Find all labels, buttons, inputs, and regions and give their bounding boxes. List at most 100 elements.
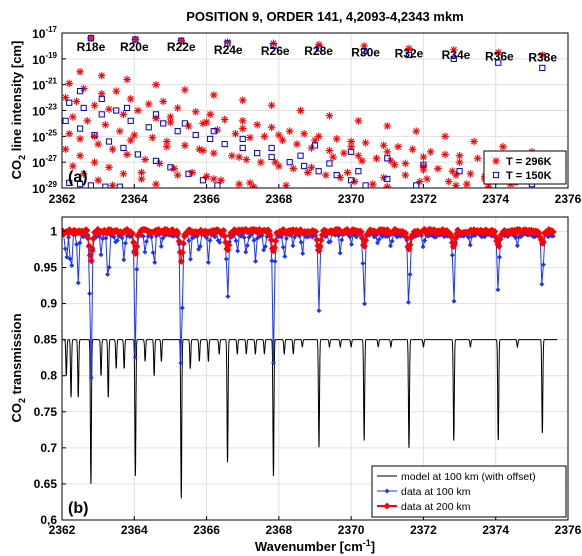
x-tick-label: 2370 xyxy=(338,523,365,537)
y-tick-label: 10-21 xyxy=(32,77,57,93)
data-point xyxy=(270,42,277,50)
data-point xyxy=(332,135,341,143)
data-point xyxy=(77,240,83,246)
data-point xyxy=(357,228,365,236)
data-point xyxy=(539,281,545,287)
data-point xyxy=(426,148,435,156)
legend-marker xyxy=(384,488,390,494)
data-point xyxy=(450,55,457,62)
data-point xyxy=(104,271,111,277)
data-point xyxy=(150,250,156,256)
data-point xyxy=(360,42,368,50)
data-point xyxy=(235,153,243,161)
x-tick-label: 2364 xyxy=(121,523,148,537)
data-point xyxy=(361,47,368,55)
data-point xyxy=(317,236,325,244)
x-tick-label: 2368 xyxy=(266,523,293,537)
data-point xyxy=(387,243,394,249)
data-point xyxy=(416,177,424,186)
data-point xyxy=(76,88,84,95)
model-line xyxy=(62,339,558,499)
y-tick-label: 10-19 xyxy=(32,51,57,67)
data-point xyxy=(451,298,457,304)
data-point xyxy=(105,138,113,145)
annotation-label: R28e xyxy=(304,44,333,58)
x-tick-label: 2366 xyxy=(193,523,220,537)
data-point xyxy=(403,234,411,242)
y-tick-label: 0.8 xyxy=(40,369,57,383)
data-point xyxy=(116,127,124,135)
data-point xyxy=(160,235,166,241)
y-label-a-sub: 2 xyxy=(17,155,27,160)
data-point xyxy=(343,168,352,177)
x-tick-label: 2362 xyxy=(49,192,76,206)
data-point xyxy=(466,169,475,178)
data-point xyxy=(64,254,70,260)
data-point xyxy=(87,257,95,265)
data-point xyxy=(97,71,106,80)
legend-label: model at 100 km (with offset) xyxy=(401,471,536,483)
data-point xyxy=(116,183,123,188)
data-point xyxy=(325,111,334,120)
data-point xyxy=(278,136,287,145)
annotation-label: R22e xyxy=(167,40,196,54)
data-point xyxy=(272,237,280,245)
panel-label-b: (b) xyxy=(68,500,88,517)
data-point xyxy=(340,149,348,157)
data-point xyxy=(133,242,141,250)
data-point xyxy=(441,132,449,141)
data-point xyxy=(192,131,199,139)
data-point xyxy=(132,249,140,258)
y-label-b-rest: transmission xyxy=(9,313,24,398)
data-point xyxy=(66,99,73,106)
data-point xyxy=(181,120,188,127)
data-point xyxy=(80,104,87,112)
data-point xyxy=(62,117,69,124)
data-point xyxy=(85,242,93,250)
data-point xyxy=(235,248,241,254)
data-point xyxy=(238,117,247,125)
data-point xyxy=(283,235,290,242)
data-point xyxy=(90,158,99,166)
data-point xyxy=(384,175,391,183)
data-point xyxy=(405,51,413,59)
data-point xyxy=(271,158,280,166)
data-point xyxy=(65,79,74,88)
data-point xyxy=(101,120,110,129)
data-point xyxy=(467,242,473,248)
x-tick-label: 2376 xyxy=(555,192,582,206)
data-point xyxy=(337,250,343,256)
legend-box xyxy=(371,465,567,518)
data-point xyxy=(217,239,223,245)
data-point xyxy=(142,249,148,255)
data-point xyxy=(67,256,73,262)
data-point xyxy=(111,234,117,240)
data-point xyxy=(202,172,211,181)
y-tick-label: 10-17 xyxy=(32,25,57,41)
y-tick-label: 0.65 xyxy=(34,477,58,491)
legend-label: data at 200 km xyxy=(401,501,471,513)
data-point xyxy=(205,259,211,265)
data-point xyxy=(390,160,399,169)
data-point xyxy=(301,162,308,170)
data-point xyxy=(315,45,323,52)
data-point xyxy=(174,128,181,135)
legend-label: T = 150K xyxy=(506,170,552,182)
annotation-label: R24e xyxy=(214,43,243,57)
y-tick-label: 0.85 xyxy=(34,333,58,347)
data-point xyxy=(268,153,275,161)
data-point xyxy=(452,171,460,179)
data-point xyxy=(495,242,503,250)
data-point xyxy=(360,260,366,266)
data-point xyxy=(412,127,420,135)
data-point xyxy=(405,299,411,305)
data-point xyxy=(315,168,322,175)
data-point xyxy=(66,179,73,186)
data-point xyxy=(178,360,184,366)
data-point xyxy=(210,128,217,135)
data-point xyxy=(126,95,135,103)
data-point xyxy=(106,264,112,270)
y-tick-label: 0.7 xyxy=(40,441,57,455)
data-point xyxy=(420,244,426,250)
data-point xyxy=(348,148,355,155)
